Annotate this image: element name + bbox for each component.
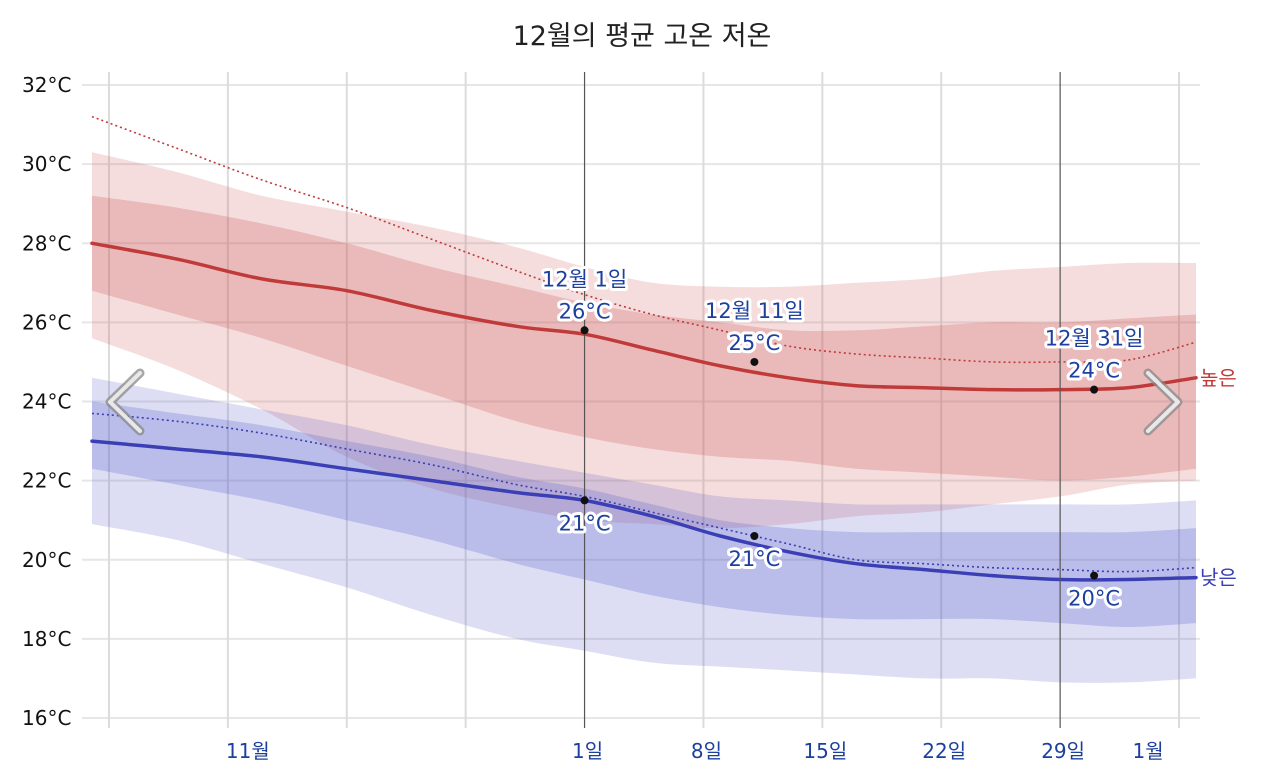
mean-line (90, 241, 1198, 392)
temperature-bands (92, 152, 1196, 683)
data-point (1090, 385, 1099, 394)
annotation-date: 12월 31일 (1045, 327, 1144, 351)
chevron-left-icon[interactable] (105, 368, 145, 436)
series-label: 높은 (1200, 366, 1237, 390)
record-line (91, 412, 1197, 573)
y-tick-label: 22°C (22, 469, 71, 493)
x-tick-label: 1일 (572, 739, 603, 763)
annotation-temp: 26°C (559, 299, 611, 323)
y-tick-label: 18°C (22, 627, 71, 651)
chevron-right-icon[interactable] (1143, 368, 1183, 436)
annotation-temp: 25°C (728, 331, 780, 355)
mean-line (90, 439, 1198, 582)
x-tick-label: 1월 (1132, 739, 1163, 763)
x-tick-label: 8일 (691, 739, 722, 763)
data-point (750, 357, 759, 366)
y-tick-label: 16°C (22, 706, 71, 730)
chart-title: 12월의 평균 고온 저온 (513, 21, 772, 52)
highlight-lines (583, 72, 1061, 728)
x-tick-label: 22일 (922, 739, 966, 763)
annotation-date: 12월 11일 (705, 299, 804, 323)
band-outer (92, 377, 1196, 683)
y-tick-label: 28°C (22, 231, 71, 255)
data-point (580, 326, 589, 335)
record-line (91, 115, 1197, 364)
band-inner (92, 195, 1196, 481)
x-tick-label: 15일 (803, 739, 847, 763)
band-outer (92, 152, 1196, 529)
x-tick-label: 11월 (226, 739, 270, 763)
annotation-temp: 21°C (728, 547, 780, 571)
y-tick-label: 20°C (22, 548, 71, 572)
y-tick-label: 32°C (22, 73, 71, 97)
y-axis-ticks: 16°C 18°C 20°C 22°C 24°C 26°C 28°C 30°C 32°C (22, 73, 71, 730)
y-tick-label: 30°C (22, 152, 71, 176)
y-tick-label: 26°C (22, 310, 71, 334)
data-point (750, 532, 759, 541)
horizontal-gridlines (82, 84, 1200, 719)
y-tick-label: 24°C (22, 390, 71, 414)
annotation-temp: 20°C (1068, 587, 1120, 611)
data-point (580, 496, 589, 505)
annotation-temp: 21°C (559, 511, 611, 535)
x-tick-label: 29일 (1041, 739, 1085, 763)
x-axis-ticks: 11월 1일 8일 15일 22일 29일 1월 (226, 739, 1164, 763)
data-point (1090, 571, 1099, 580)
temperature-lines (90, 115, 1198, 582)
annotation-date: 12월 1일 (542, 267, 627, 291)
annotation-temp: 24°C (1068, 359, 1120, 383)
annotation-points: 12월 1일 26°C 12월 11일 25°C 12월 31일 24°C 21°C 21°C… (539, 264, 1147, 613)
series-label: 낮은 (1200, 566, 1237, 590)
